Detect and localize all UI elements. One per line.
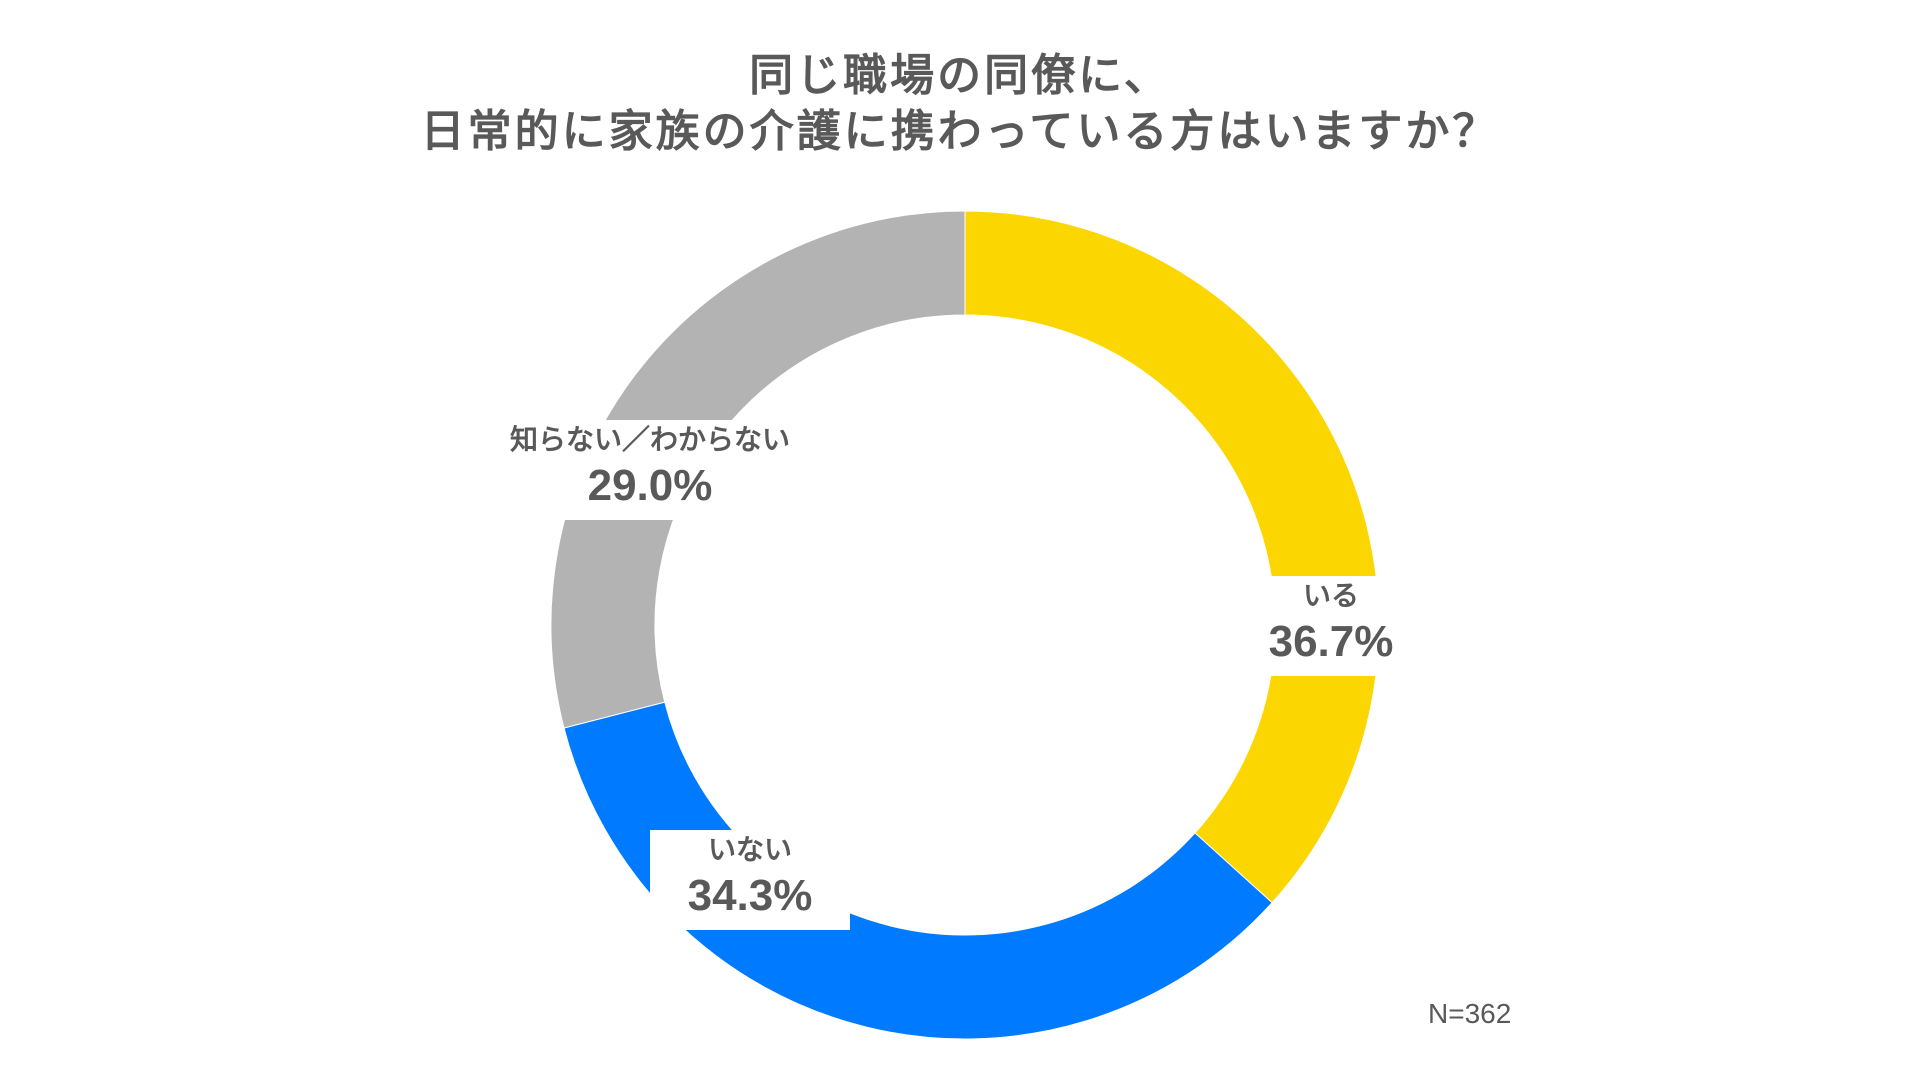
slice-label-shiranai-value: 29.0%: [587, 461, 713, 510]
sample-size-note: N=362: [1428, 998, 1512, 1029]
slice-label-iru-value: 36.7%: [1268, 617, 1394, 666]
slice-inai: [563, 701, 1273, 1040]
slice-iru: [964, 210, 1380, 904]
slice-label-iru-name: いる: [1302, 579, 1359, 612]
slice-label-shiranai-name: 知らない／わからない: [509, 423, 790, 456]
slice-label-shiranai: 知らない／わからない 29.0%: [490, 420, 810, 520]
slice-label-inai-name: いない: [707, 833, 792, 866]
chart-title-line-2: 日常的に家族の介護に携わっている方はいますか？: [420, 106, 1500, 157]
slice-label-inai-value: 34.3%: [687, 871, 813, 920]
chart-title-line-1: 同じ職場の同僚に、: [749, 50, 1171, 101]
slice-label-iru: いる 36.7%: [1266, 576, 1396, 676]
slice-label-inai: いない 34.3%: [650, 830, 850, 930]
